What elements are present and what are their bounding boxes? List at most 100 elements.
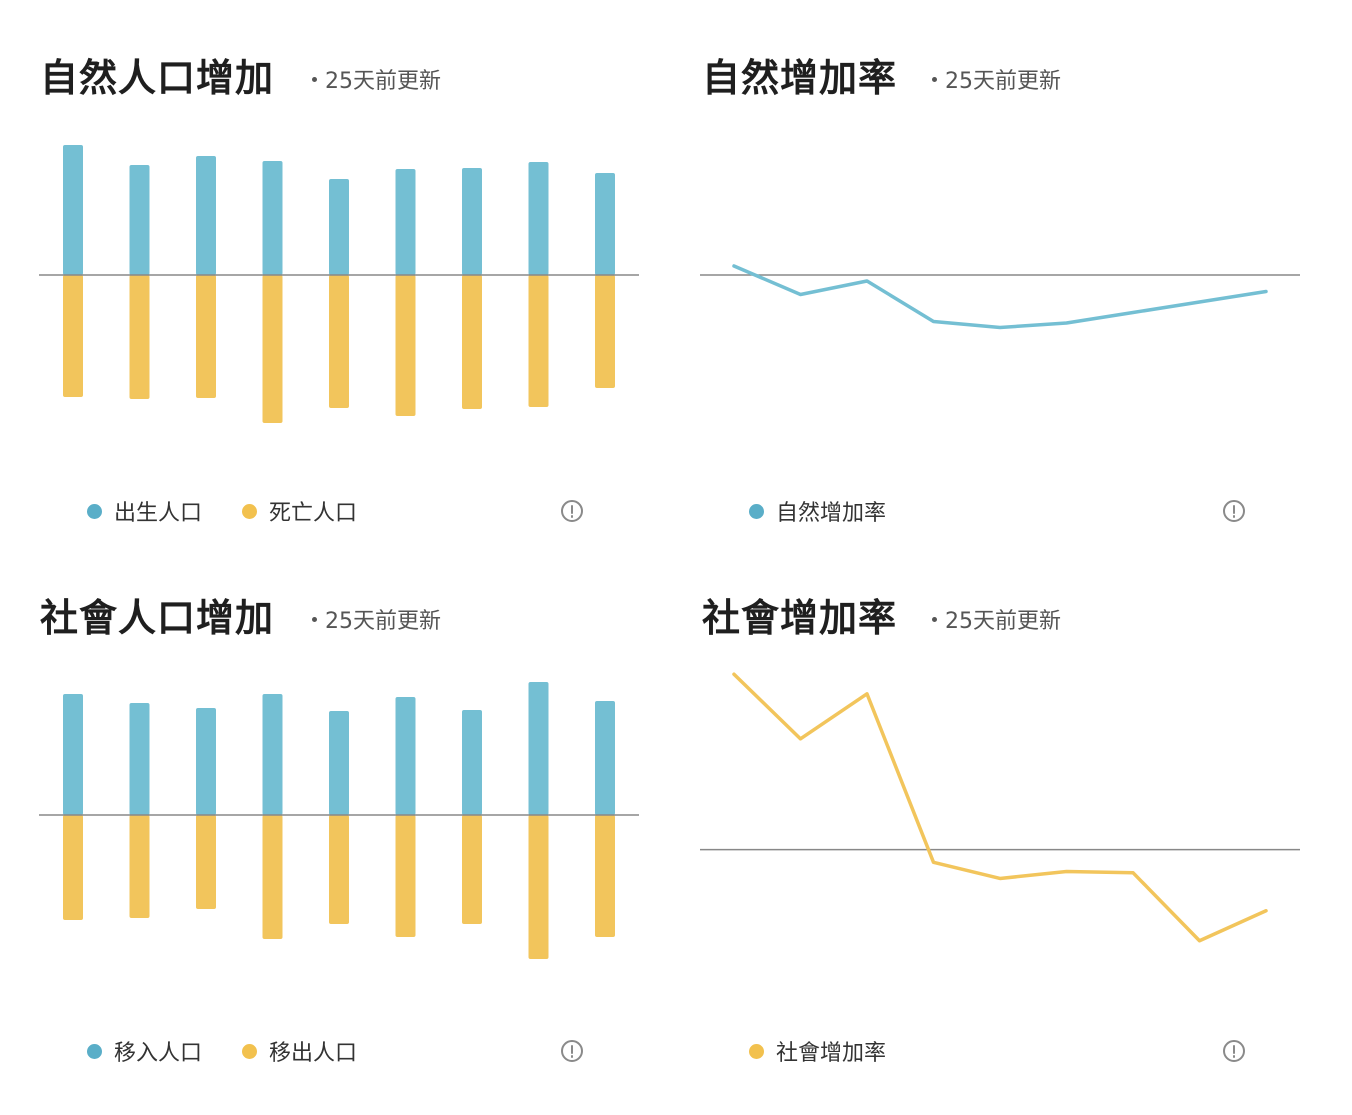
- data-point: [1264, 909, 1268, 913]
- legend-label: 移入人口: [114, 1041, 203, 1066]
- bar-positive: [196, 708, 216, 815]
- panel-natural-rate: 自然增加率 25天前更新 自然增加率: [700, 55, 1342, 575]
- natural-increase-bar-chart: [39, 145, 639, 423]
- panel-social-rate: 社會增加率 25天前更新 社會增加率: [700, 595, 1342, 1115]
- bar-positive: [462, 168, 482, 275]
- legend-label: 死亡人口: [269, 501, 358, 526]
- bar-positive: [395, 697, 416, 815]
- bullet-dot: [932, 616, 937, 622]
- legend-label: 社會增加率: [776, 1041, 887, 1066]
- bar-negative: [462, 815, 482, 924]
- chart-title: 社會人口增加: [40, 596, 275, 640]
- updated-label: 25天前更新: [325, 69, 441, 94]
- bar-positive: [262, 161, 283, 275]
- bar-positive: [63, 694, 83, 815]
- data-point: [932, 320, 935, 323]
- bar-positive: [196, 156, 216, 275]
- legend: 自然增加率: [749, 495, 926, 527]
- updated-label: 25天前更新: [945, 69, 1061, 94]
- updated-timestamp: 25天前更新: [932, 609, 1061, 635]
- bar-negative: [129, 275, 150, 399]
- data-point: [1198, 300, 1201, 304]
- data-point: [932, 860, 935, 864]
- bar-negative: [329, 815, 349, 924]
- data-point: [1131, 311, 1135, 314]
- data-point: [799, 737, 802, 741]
- social-increase-bar-chart: [39, 682, 639, 959]
- series-line: [732, 672, 1268, 943]
- chart-title: 自然增加率: [702, 56, 898, 100]
- bar-negative: [528, 275, 549, 407]
- bullet-dot: [312, 76, 317, 82]
- bar-negative: [395, 275, 416, 416]
- data-point: [732, 264, 736, 268]
- bar-positive: [595, 701, 615, 815]
- info-icon[interactable]: [1223, 500, 1245, 522]
- updated-timestamp: 25天前更新: [312, 609, 441, 635]
- updated-timestamp: 25天前更新: [312, 69, 441, 95]
- bar-negative: [196, 815, 216, 909]
- legend-item-move-out: 移出人口: [242, 1035, 357, 1067]
- bar-positive: [528, 162, 549, 275]
- bar-positive: [63, 145, 83, 275]
- info-icon[interactable]: [561, 1040, 583, 1062]
- updated-timestamp: 25天前更新: [932, 69, 1061, 95]
- legend-dot-blue: [87, 1043, 102, 1059]
- legend: 社會增加率: [749, 1035, 926, 1067]
- bar-negative: [129, 815, 150, 918]
- data-point: [1264, 290, 1268, 293]
- legend-dot-yellow: [749, 1043, 764, 1059]
- bar-positive: [462, 710, 482, 815]
- legend-item-births: 出生人口: [87, 495, 202, 527]
- info-icon[interactable]: [1223, 1040, 1245, 1062]
- bar-negative: [595, 275, 615, 388]
- bar-negative: [462, 275, 482, 409]
- panel-natural-increase: 自然人口增加 25天前更新 出生人口 死亡人口: [39, 55, 680, 575]
- bar-negative: [63, 815, 83, 920]
- data-point: [865, 279, 869, 283]
- bar-negative: [595, 815, 615, 937]
- bar-positive: [395, 169, 416, 275]
- data-point: [998, 876, 1002, 880]
- bar-negative: [262, 815, 283, 939]
- data-point: [1065, 870, 1068, 874]
- bar-positive: [129, 703, 150, 815]
- bullet-dot: [312, 616, 317, 622]
- bar-negative: [196, 275, 216, 398]
- updated-label: 25天前更新: [945, 609, 1061, 634]
- data-point: [865, 692, 869, 696]
- data-point: [1131, 871, 1135, 875]
- legend-item-natural-rate: 自然增加率: [749, 495, 886, 527]
- legend: 移入人口 移出人口: [87, 1035, 397, 1067]
- bar-positive: [329, 711, 349, 815]
- data-point: [732, 672, 736, 676]
- bar-negative: [329, 275, 349, 408]
- bar-negative: [63, 275, 83, 397]
- legend-label: 自然增加率: [776, 501, 887, 526]
- data-point: [1198, 939, 1201, 943]
- legend-label: 移出人口: [269, 1041, 358, 1066]
- bar-negative: [528, 815, 549, 959]
- legend-item-move-in: 移入人口: [87, 1035, 202, 1067]
- social-rate-line-chart: [700, 672, 1300, 943]
- panel-social-increase: 社會人口增加 25天前更新 移入人口 移出人口: [39, 595, 680, 1115]
- chart-title: 社會增加率: [702, 596, 898, 640]
- bar-positive: [329, 179, 349, 275]
- legend-label: 出生人口: [114, 501, 203, 526]
- bar-positive: [595, 173, 615, 275]
- data-point: [1065, 321, 1068, 325]
- bullet-dot: [932, 76, 937, 82]
- chart-title: 自然人口增加: [40, 56, 275, 100]
- legend-item-deaths: 死亡人口: [242, 495, 357, 527]
- legend-dot-yellow: [242, 503, 258, 519]
- bar-positive: [528, 682, 549, 815]
- legend: 出生人口 死亡人口: [87, 495, 397, 527]
- legend-dot-blue: [749, 503, 764, 519]
- updated-label: 25天前更新: [325, 609, 441, 634]
- natural-rate-line-chart: [700, 264, 1300, 330]
- info-icon[interactable]: [561, 500, 583, 522]
- bar-positive: [262, 694, 283, 815]
- data-point: [799, 293, 802, 296]
- legend-dot-blue: [87, 503, 102, 519]
- legend-item-social-rate: 社會增加率: [749, 1035, 886, 1067]
